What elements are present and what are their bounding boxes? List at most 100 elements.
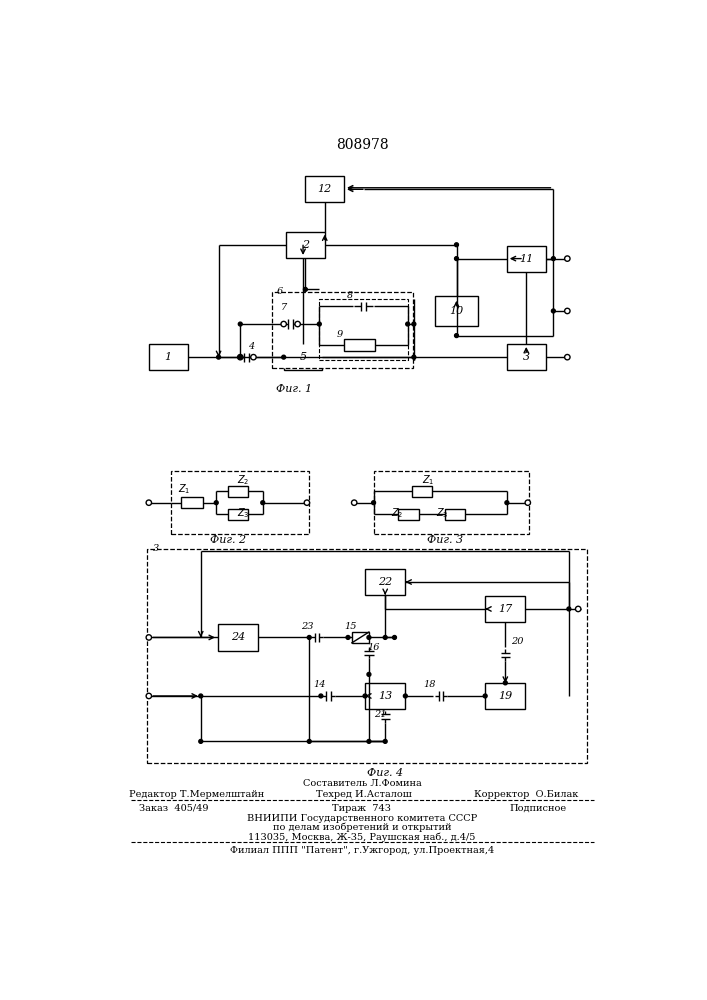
- Circle shape: [412, 322, 416, 326]
- Text: Фиг. 1: Фиг. 1: [276, 384, 312, 394]
- Circle shape: [372, 501, 375, 505]
- Circle shape: [484, 694, 487, 698]
- Bar: [305, 176, 344, 202]
- Bar: [373, 471, 529, 534]
- Text: 7: 7: [281, 303, 287, 312]
- Text: $Z_3$: $Z_3$: [436, 506, 448, 520]
- Bar: [272, 292, 413, 368]
- Text: 12: 12: [317, 184, 332, 194]
- Circle shape: [363, 694, 367, 698]
- Circle shape: [567, 607, 571, 611]
- Bar: [146, 549, 587, 763]
- Text: Фиг. 4: Фиг. 4: [367, 768, 403, 778]
- Text: 9: 9: [337, 330, 343, 339]
- Circle shape: [146, 693, 151, 699]
- Text: Составитель Л.Фомина: Составитель Л.Фомина: [303, 779, 421, 788]
- Text: Фиг. 2: Фиг. 2: [210, 535, 246, 545]
- Bar: [218, 624, 258, 651]
- Circle shape: [455, 243, 458, 247]
- Circle shape: [214, 501, 218, 505]
- Text: ВНИИПИ Государственного комитета СССР: ВНИИПИ Государственного комитета СССР: [247, 814, 477, 823]
- Circle shape: [503, 681, 507, 685]
- Text: Филиал ППП "Патент", г.Ужгород, ул.Проектная,4: Филиал ППП "Патент", г.Ужгород, ул.Проек…: [230, 846, 494, 855]
- Text: $Z_2$: $Z_2$: [237, 473, 250, 487]
- Bar: [365, 683, 405, 709]
- Circle shape: [238, 322, 243, 326]
- Circle shape: [367, 636, 371, 639]
- Text: 16: 16: [368, 643, 380, 652]
- Circle shape: [295, 321, 300, 327]
- Circle shape: [304, 500, 310, 505]
- Circle shape: [251, 354, 256, 360]
- Bar: [228, 509, 248, 520]
- Circle shape: [367, 739, 371, 743]
- Circle shape: [346, 636, 350, 639]
- Text: 17: 17: [498, 604, 513, 614]
- Text: 13: 13: [378, 691, 392, 701]
- Bar: [228, 486, 248, 497]
- Text: 2: 2: [302, 240, 309, 250]
- Circle shape: [146, 500, 151, 505]
- Circle shape: [383, 636, 387, 639]
- Circle shape: [308, 739, 311, 743]
- Text: Фиг. 3: Фиг. 3: [427, 535, 463, 545]
- Bar: [485, 596, 525, 622]
- Bar: [485, 683, 525, 709]
- Text: 24: 24: [230, 632, 245, 642]
- Text: 808978: 808978: [336, 138, 388, 152]
- Circle shape: [319, 694, 323, 698]
- Bar: [412, 486, 433, 497]
- Circle shape: [308, 636, 311, 639]
- Text: 3: 3: [522, 352, 530, 362]
- Text: 14: 14: [313, 680, 326, 689]
- Text: Заказ  405/49: Заказ 405/49: [139, 804, 209, 813]
- Text: 8: 8: [347, 291, 354, 300]
- Circle shape: [392, 636, 397, 639]
- Bar: [284, 344, 322, 370]
- Text: 22: 22: [378, 577, 392, 587]
- Bar: [286, 232, 325, 258]
- Text: по делам изобретений и открытий: по делам изобретений и открытий: [273, 823, 451, 832]
- Circle shape: [525, 500, 530, 505]
- Bar: [435, 296, 478, 326]
- Text: 20: 20: [510, 637, 523, 646]
- Text: Корректор  О.Билак: Корректор О.Билак: [474, 790, 578, 799]
- Text: 4: 4: [248, 342, 255, 351]
- Bar: [182, 497, 203, 508]
- Circle shape: [383, 739, 387, 743]
- Bar: [365, 569, 405, 595]
- Circle shape: [404, 694, 407, 698]
- Circle shape: [261, 501, 264, 505]
- Text: Техред И.Асталош: Техред И.Асталош: [315, 790, 411, 799]
- Text: $Z_1$: $Z_1$: [177, 483, 190, 496]
- Text: $Z_1$: $Z_1$: [421, 473, 434, 487]
- Circle shape: [565, 308, 570, 314]
- Text: Редактор Т.Мермелштайн: Редактор Т.Мермелштайн: [129, 790, 264, 799]
- Text: $Z_3$: $Z_3$: [237, 506, 250, 520]
- Circle shape: [317, 322, 321, 326]
- Bar: [149, 344, 187, 370]
- Bar: [507, 246, 546, 272]
- Bar: [398, 509, 419, 520]
- Circle shape: [238, 354, 243, 360]
- Text: 3: 3: [153, 544, 159, 553]
- Circle shape: [551, 257, 555, 261]
- Circle shape: [351, 500, 357, 505]
- Bar: [507, 344, 546, 370]
- Circle shape: [199, 694, 203, 698]
- Circle shape: [216, 355, 221, 359]
- Text: $Z_2$: $Z_2$: [391, 506, 403, 520]
- Text: 18: 18: [423, 680, 436, 689]
- Bar: [344, 339, 375, 351]
- Text: 6: 6: [276, 287, 283, 296]
- Bar: [445, 509, 465, 520]
- Circle shape: [146, 635, 151, 640]
- Circle shape: [412, 355, 416, 359]
- Circle shape: [455, 334, 458, 338]
- Text: 10: 10: [450, 306, 464, 316]
- Text: 23: 23: [301, 622, 314, 631]
- Text: 19: 19: [498, 691, 513, 701]
- Circle shape: [551, 309, 555, 313]
- Bar: [171, 471, 309, 534]
- Text: Подписное: Подписное: [509, 804, 566, 813]
